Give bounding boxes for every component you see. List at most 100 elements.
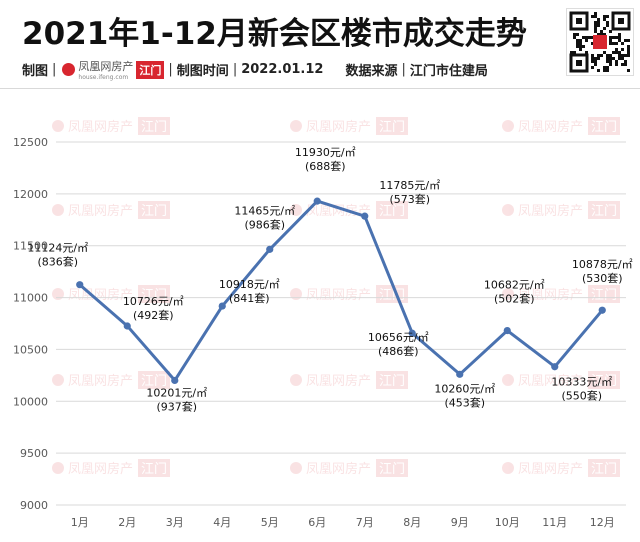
volume-label: (550套) — [561, 390, 602, 403]
x-tick-label: 3月 — [166, 516, 184, 529]
watermark-badge: 江门 — [591, 204, 617, 219]
watermark: 凤凰网房产 江门 — [52, 285, 170, 303]
watermark: 凤凰网房产 江门 — [52, 201, 170, 219]
watermark: 凤凰网房产 江门 — [52, 371, 170, 389]
separator: | — [401, 62, 406, 77]
x-tick-label: 7月 — [356, 516, 374, 529]
meta-line: 制图 | 凤凰网房产 house.ifeng.com 江门 | 制图时间 | 2… — [22, 58, 488, 81]
watermark: 凤凰网房产 江门 — [502, 459, 620, 477]
watermark-badge-bg — [588, 117, 620, 135]
watermark: 凤凰网房产 江门 — [290, 285, 408, 303]
volume-label: (453套) — [444, 396, 485, 409]
logo-sub: house.ifeng.com — [78, 74, 129, 81]
y-tick-label: 9500 — [20, 447, 48, 460]
watermark-badge-bg — [588, 285, 620, 303]
separator: | — [52, 62, 57, 77]
separator: | — [232, 62, 238, 77]
watermark-text: 凤凰网房产 — [68, 119, 133, 135]
watermark: 凤凰网房产 江门 — [502, 285, 620, 303]
price-label: 11930元/㎡ — [295, 146, 356, 159]
watermark-text: 凤凰网房产 — [306, 287, 371, 303]
price-label: 10682元/㎡ — [484, 279, 545, 292]
watermark-phoenix-icon — [290, 374, 302, 386]
x-tick-label: 1月 — [71, 516, 89, 529]
y-axis-ticks: 9000 9500 10000 10500 11000 11500 12000 12500 — [13, 136, 48, 512]
watermark-badge-bg — [138, 459, 170, 477]
watermark-phoenix-icon — [290, 462, 302, 474]
data-point — [361, 212, 369, 220]
y-tick-label: 10000 — [13, 395, 48, 408]
volume-label: (688套) — [305, 160, 346, 173]
price-label: 10726元/㎡ — [123, 295, 184, 308]
x-tick-label: 10月 — [495, 516, 520, 529]
meta-source: 江门市住建局 — [409, 64, 488, 79]
watermark: 凤凰网房产 江门 — [52, 117, 170, 135]
watermark-badge-bg — [588, 201, 620, 219]
y-tick-label: 10500 — [13, 343, 48, 356]
watermark-phoenix-icon — [502, 462, 514, 474]
volume-label: (986套) — [244, 218, 285, 231]
watermark: 凤凰网房产 江门 — [290, 201, 408, 219]
watermark-badge-bg — [376, 201, 408, 219]
watermark-phoenix-icon — [52, 288, 64, 300]
volume-label: (836套) — [37, 256, 78, 269]
price-line — [78, 199, 604, 382]
volume-label: (502套) — [494, 293, 535, 306]
logo-text-wrap: 凤凰网房产 house.ifeng.com — [78, 58, 133, 81]
data-point — [123, 322, 131, 330]
volume-label: (841套) — [229, 292, 270, 305]
watermark-badge: 江门 — [591, 462, 617, 477]
watermark-badge-bg — [588, 459, 620, 477]
data-point — [408, 329, 416, 337]
watermark-badge-bg — [376, 117, 408, 135]
watermark-badge: 江门 — [141, 374, 167, 389]
watermark-phoenix-icon — [290, 204, 302, 216]
watermark-text: 凤凰网房产 — [306, 119, 371, 135]
watermark: 凤凰网房产 江门 — [52, 459, 170, 477]
watermark: 凤凰网房产 江门 — [290, 117, 408, 135]
price-label: 10201元/㎡ — [146, 386, 207, 399]
chart-header: 2021年1-12月新会区楼市成交走势 制图 | 凤凰网房产 house.ife… — [0, 0, 640, 84]
watermark-badge: 江门 — [141, 288, 167, 303]
y-tick-label: 11500 — [13, 240, 48, 253]
price-label: 11465元/㎡ — [234, 204, 295, 217]
watermark-badge-bg — [138, 117, 170, 135]
watermark-badge: 江门 — [591, 120, 617, 135]
watermark-badge-bg — [376, 285, 408, 303]
price-label: 10656元/㎡ — [368, 331, 429, 344]
x-tick-label: 6月 — [308, 516, 326, 529]
logo-text: 凤凰网房产 — [78, 60, 134, 73]
watermark-badge: 江门 — [379, 374, 405, 389]
watermark-text: 凤凰网房产 — [68, 373, 133, 389]
price-label: 11124元/㎡ — [27, 242, 88, 255]
data-point — [76, 281, 84, 289]
watermark-badge: 江门 — [591, 374, 617, 389]
y-tick-label: 12500 — [13, 136, 48, 149]
watermark-text: 凤凰网房产 — [518, 287, 583, 303]
volume-label: (937套) — [156, 400, 197, 413]
watermark-badge-bg — [138, 285, 170, 303]
watermark-text: 凤凰网房产 — [518, 119, 583, 135]
watermark-text: 凤凰网房产 — [518, 203, 583, 219]
price-label: 10918元/㎡ — [219, 278, 280, 291]
watermark-badge: 江门 — [379, 204, 405, 219]
separator: | — [168, 62, 173, 77]
watermark-text: 凤凰网房产 — [306, 461, 371, 477]
watermark-badge-bg — [376, 459, 408, 477]
watermark-text: 凤凰网房产 — [68, 203, 133, 219]
data-point — [171, 376, 179, 385]
x-axis-ticks: 1月 2月 3月 4月 5月 6月 7月 8月 9月 10月 11月 12月 — [71, 516, 615, 529]
watermark-badge: 江门 — [379, 462, 405, 477]
watermark: 凤凰网房产 江门 — [502, 117, 620, 135]
watermark-badge: 江门 — [141, 120, 167, 135]
watermark-badge-bg — [138, 371, 170, 389]
watermark-phoenix-icon — [502, 288, 514, 300]
watermark: 凤凰网房产 江门 — [502, 371, 620, 389]
watermark-text: 凤凰网房产 — [68, 287, 133, 303]
qr-code-icon — [566, 8, 634, 76]
y-tick-label: 9000 — [20, 499, 48, 512]
meta-label-source: 数据来源 — [345, 64, 398, 79]
watermark-badge: 江门 — [141, 462, 167, 477]
watermark-badge: 江门 — [379, 120, 405, 135]
logo-city-badge: 江门 — [136, 60, 165, 79]
